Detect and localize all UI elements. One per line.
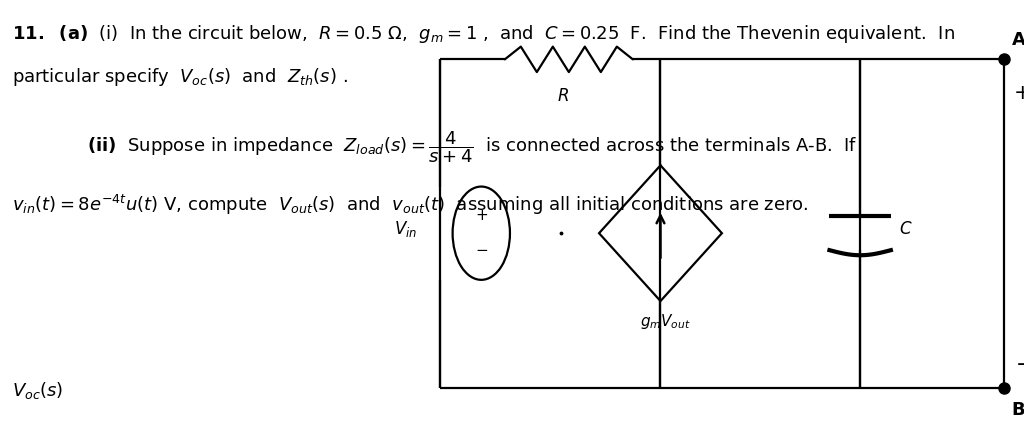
Text: R: R — [558, 87, 569, 105]
Text: $V_{oc}(s)$: $V_{oc}(s)$ — [12, 379, 63, 401]
Text: −: − — [475, 243, 487, 258]
Text: $\mathbf{(ii)}$  Suppose in impedance  $Z_{load}(s) = \dfrac{4}{s+4}$  is connec: $\mathbf{(ii)}$ Suppose in impedance $Z_… — [87, 129, 857, 165]
Text: B: B — [1012, 401, 1024, 418]
Text: $g_m V_{out}$: $g_m V_{out}$ — [640, 312, 691, 331]
Text: $v_{in}(t) = 8e^{-4t}u(t)$ V, compute  $V_{out}(s)$  and  $v_{out}(t)$  assuming: $v_{in}(t) = 8e^{-4t}u(t)$ V, compute $V… — [12, 193, 809, 217]
Text: particular specify  $V_{oc}(s)$  and  $Z_{th}(s)$ .: particular specify $V_{oc}(s)$ and $Z_{t… — [12, 66, 348, 88]
Text: +: + — [1014, 83, 1024, 103]
Text: C: C — [899, 220, 910, 238]
Text: +: + — [475, 208, 487, 223]
Text: A: A — [1012, 31, 1024, 49]
Text: $\mathbf{11.}$  $\mathbf{(a)}$  (i)  In the circuit below,  $R = 0.5\ \Omega$,  : $\mathbf{11.}$ $\mathbf{(a)}$ (i) In the… — [12, 23, 955, 45]
Text: −: − — [1016, 354, 1024, 375]
Text: $V_{in}$: $V_{in}$ — [393, 219, 417, 239]
